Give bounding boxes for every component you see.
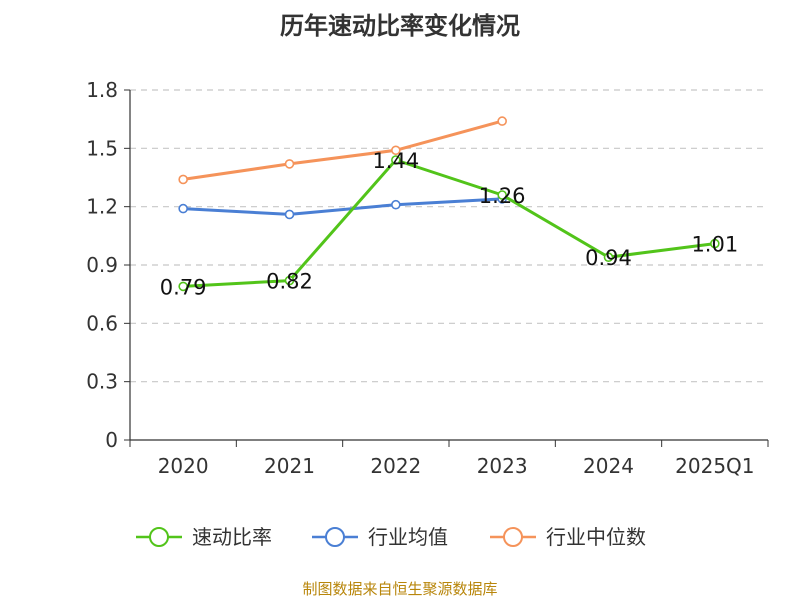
y-tick-label: 0.6 xyxy=(86,311,118,335)
legend-item-0: 速动比率 xyxy=(136,525,272,549)
series-lines xyxy=(178,116,720,292)
grid-lines xyxy=(130,89,768,383)
data-point xyxy=(710,238,720,249)
data-point xyxy=(497,190,507,200)
data-point xyxy=(178,281,188,292)
axes: 0 0.3 0.6 0.9 1.2 1.5 1.8 2020 2021 2022 2023 2024 2… xyxy=(86,78,769,478)
legend-marker xyxy=(503,527,523,547)
legend-marker xyxy=(325,527,345,547)
data-point xyxy=(603,252,614,263)
y-tick-label: 1.2 xyxy=(86,195,118,219)
x-tick-label: 2025Q1 xyxy=(675,454,754,478)
legend-marker xyxy=(149,527,169,547)
data-label: 0.82 xyxy=(266,270,313,294)
x-tick-label: 2021 xyxy=(264,454,315,478)
data-point xyxy=(178,174,188,185)
x-tick-label: 2022 xyxy=(370,454,421,478)
data-point xyxy=(284,209,295,220)
legend-item-2: 行业中位数 xyxy=(490,525,646,549)
data-source-note: 制图数据来自恒生聚源数据库 xyxy=(302,580,498,598)
legend-item-1: 行业均值 xyxy=(312,525,448,549)
y-tick-label: 1.8 xyxy=(86,78,118,102)
data-point xyxy=(178,203,188,214)
x-tick-label: 2024 xyxy=(583,454,634,478)
data-point xyxy=(284,159,295,169)
legend: 速动比率 行业均值 行业中位数 xyxy=(136,525,646,549)
data-labels: 0.79 0.82 1.44 1.26 0.94 1.01 xyxy=(160,149,738,299)
data-label: 1.44 xyxy=(372,149,419,173)
x-tick-label: 2020 xyxy=(158,454,209,478)
legend-label: 速动比率 xyxy=(192,525,272,549)
data-label: 0.94 xyxy=(585,246,632,270)
legend-label: 行业均值 xyxy=(368,525,448,549)
y-tick-label: 0 xyxy=(105,428,118,452)
series-line-1 xyxy=(183,197,503,216)
data-point xyxy=(497,116,507,126)
y-tick-label: 0.3 xyxy=(86,370,118,394)
x-tick-label: 2023 xyxy=(477,454,528,478)
y-tick-label: 1.5 xyxy=(86,136,118,160)
data-point xyxy=(391,155,401,165)
data-label: 0.79 xyxy=(160,275,207,299)
data-label: 1.26 xyxy=(479,184,526,208)
data-point xyxy=(391,199,401,210)
data-point xyxy=(391,145,401,156)
legend-label: 行业中位数 xyxy=(546,525,646,549)
chart-title: 历年速动比率变化情况 xyxy=(280,12,520,40)
series-line-0 xyxy=(183,158,715,288)
data-label: 1.01 xyxy=(691,233,738,257)
series-line-2 xyxy=(182,119,503,181)
y-tick-label: 0.9 xyxy=(86,253,118,277)
data-point xyxy=(284,275,295,286)
